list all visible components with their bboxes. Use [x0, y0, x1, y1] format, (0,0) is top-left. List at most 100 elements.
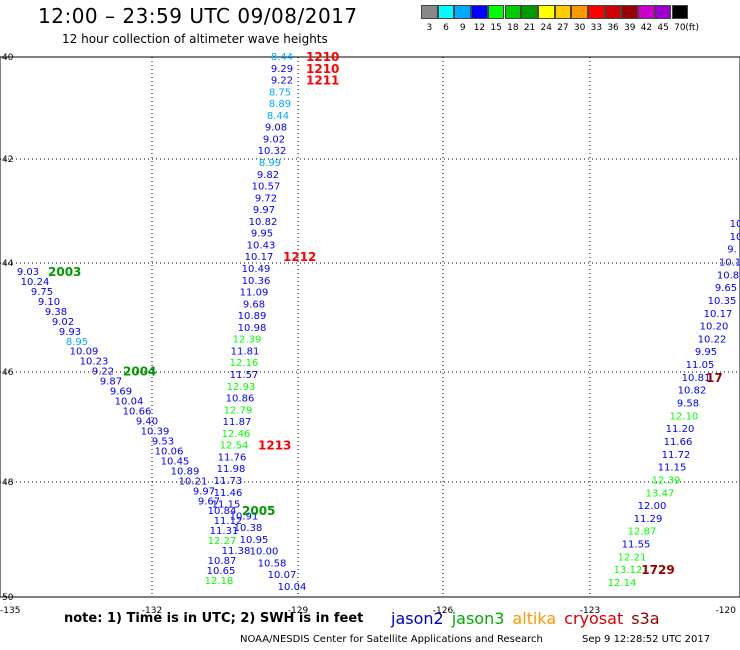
swh-value-label: 10.86	[226, 394, 255, 405]
swh-value-label: 9.97	[253, 205, 275, 216]
swh-value-label: 10.8	[717, 270, 739, 281]
pass-time-label: 1213	[258, 439, 291, 453]
satellite-legend: jason2 jason3 altika cryosat s3a	[391, 609, 668, 628]
swh-value-label: 9.	[727, 245, 737, 256]
swh-value-label: 11.66	[664, 437, 693, 448]
swh-value-label: 13.12	[614, 565, 643, 576]
swh-value-label: 10.98	[238, 323, 267, 334]
swh-value-label: 12.39	[233, 335, 262, 346]
scale-unit: (ft)	[685, 23, 699, 33]
scale-swatch	[654, 5, 672, 19]
swh-value-label: 10.89	[171, 466, 200, 477]
swh-value-label: 9.40	[136, 417, 158, 428]
longitude-tick-label: -123	[580, 606, 600, 616]
swh-value-label: 9.72	[255, 193, 277, 204]
swh-value-label: 10.00	[250, 547, 279, 558]
swh-value-label: 12.14	[608, 578, 637, 589]
swh-value-label: 10.36	[242, 276, 271, 287]
legend-jason3: jason3	[451, 609, 505, 628]
swh-value-label: 10.24	[21, 277, 50, 288]
swh-value-label: 12.10	[670, 411, 699, 422]
swh-value-label: 9.67	[198, 496, 220, 507]
scale-swatch	[437, 5, 455, 19]
swh-value-label: 9.95	[251, 229, 273, 240]
swh-value-label: 10.06	[155, 446, 184, 457]
swh-value-label: 9.38	[45, 307, 67, 318]
swh-value-label: 13.47	[646, 488, 675, 499]
map-subtitle: 12 hour collection of altimeter wave hei…	[62, 32, 328, 46]
scale-swatch	[604, 5, 622, 19]
swh-value-label: 11.57	[230, 370, 259, 381]
swh-value-label: 10.39	[141, 426, 170, 437]
scale-label: 21	[523, 23, 536, 33]
swh-value-label: 9.65	[715, 283, 737, 294]
pass-time-label: 1210	[306, 62, 339, 76]
swh-value-label: 8.95	[66, 337, 88, 348]
scale-label: 42	[640, 23, 653, 33]
swh-value-label: 9.22	[92, 367, 114, 378]
swh-value-label: 10.38	[234, 523, 263, 534]
swh-value-label: 11.73	[214, 476, 243, 487]
swh-value-label: 11.05	[686, 360, 715, 371]
swh-value-label: 10.91	[230, 511, 259, 522]
swh-value-label: 10	[730, 219, 740, 230]
longitude-tick-label: -126	[433, 606, 454, 616]
swh-value-label: 10.17	[245, 252, 274, 263]
swh-value-label: 12.79	[224, 405, 253, 416]
swh-value-label: 11.46	[214, 488, 243, 499]
swh-value-label: 9.93	[59, 327, 81, 338]
swh-value-label: 10.04	[115, 397, 144, 408]
latitude-tick-label: 44	[2, 259, 14, 269]
swh-value-label: 11.81	[231, 346, 260, 357]
swh-value-label: 10.45	[161, 456, 190, 467]
swh-value-label: 11.76	[218, 452, 247, 463]
swh-value-label: 12.16	[230, 358, 259, 369]
scale-label: 18	[507, 23, 519, 33]
scale-swatch	[554, 5, 572, 19]
longitude-tick-label: -120	[716, 606, 737, 616]
scale-swatch	[454, 5, 472, 19]
units-note: note: 1) Time is in UTC; 2) SWH is in fe…	[64, 611, 364, 626]
generated-timestamp: Sep 9 12:28:52 UTC 2017	[582, 634, 711, 645]
swh-value-label: 10.58	[258, 558, 287, 569]
swh-value-label: 10	[730, 232, 740, 243]
swh-value-label: 12.54	[220, 441, 249, 452]
swh-value-label: 9.53	[152, 436, 174, 447]
swh-value-label: 9.87	[100, 377, 122, 388]
swh-value-label: 10.35	[708, 296, 737, 307]
scale-swatch	[671, 5, 689, 19]
swh-value-label: 9.58	[677, 399, 699, 410]
swh-value-label: 10.89	[238, 311, 267, 322]
swh-value-label: 8.75	[269, 87, 291, 98]
pass-time-label: 1729	[641, 563, 674, 577]
swh-value-label: 10.21	[179, 476, 208, 487]
swh-value-label: 11.15	[212, 500, 241, 511]
legend-cryosat: cryosat	[564, 609, 624, 628]
swh-value-label: 8.44	[267, 111, 289, 122]
scale-label: 30	[573, 23, 586, 33]
longitude-tick-label: -135	[0, 606, 20, 616]
swh-value-label: 10.17	[704, 309, 733, 320]
swh-value-label: 9.82	[257, 170, 279, 181]
swh-value-label: 11.12	[214, 516, 243, 527]
swh-value-label: 10.66	[123, 407, 152, 418]
swh-value-label: 11.72	[662, 450, 691, 461]
scale-label: 24	[540, 23, 552, 33]
scale-label: 36	[607, 23, 619, 33]
pass-time-label: 1211	[306, 74, 339, 88]
swh-value-label: 11.98	[217, 464, 246, 475]
pass-time-label: 2005	[242, 504, 275, 518]
swh-value-label: 10.87	[208, 556, 237, 567]
swh-value-label: 10.20	[700, 322, 729, 333]
scale-label: 45	[657, 23, 669, 33]
swh-value-label: 9.69	[110, 387, 132, 398]
scale-swatch	[621, 5, 639, 19]
scale-swatch	[504, 5, 522, 19]
swh-value-label: 12.21	[618, 552, 647, 563]
swh-value-label: 8.89	[269, 99, 291, 110]
latitude-tick-label: 48	[2, 478, 14, 488]
scale-swatch	[421, 5, 438, 19]
swh-value-label: 11.15	[658, 463, 687, 474]
latitude-tick-label: 46	[2, 368, 14, 378]
swh-value-label: 12.46	[222, 429, 251, 440]
